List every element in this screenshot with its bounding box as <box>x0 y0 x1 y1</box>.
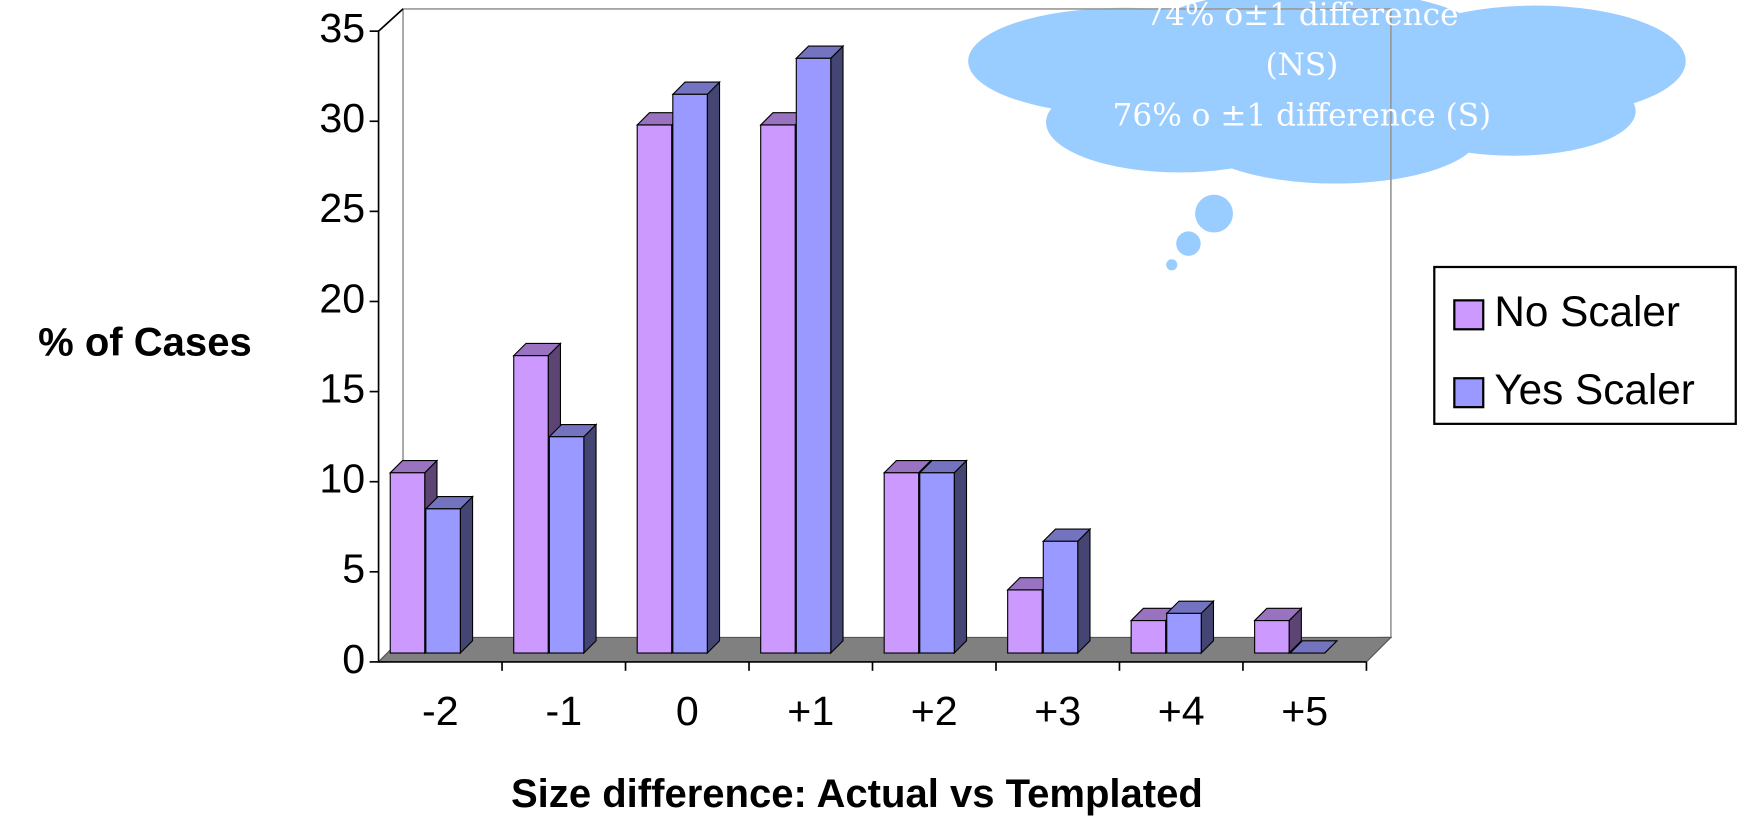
bar-side <box>1077 527 1091 655</box>
bar-front <box>548 436 585 654</box>
bar <box>1165 599 1215 655</box>
x-tick-label: +1 <box>787 688 834 734</box>
bar-side <box>583 423 597 655</box>
bar-front <box>760 124 796 654</box>
y-axis-depth <box>378 8 404 32</box>
y-tick-label: 10 <box>319 456 365 502</box>
x-axis-title: Size difference: Actual vs Templated <box>511 772 1203 816</box>
x-tick-label: +4 <box>1158 688 1205 734</box>
x-tick-label: -1 <box>545 688 582 734</box>
bar-front <box>919 472 955 654</box>
x-tick-label: +2 <box>911 688 958 734</box>
bar-front <box>636 124 673 654</box>
bar <box>1253 606 1303 655</box>
bar-front <box>389 472 426 654</box>
bar-front <box>1007 589 1043 654</box>
bar-front <box>1130 620 1167 654</box>
bar-side <box>830 44 844 655</box>
bar <box>424 495 474 655</box>
bar-side <box>706 80 721 655</box>
annotation-text: (NS) <box>1265 47 1338 83</box>
y-tick-label: 25 <box>319 185 365 231</box>
bar-front <box>513 355 549 654</box>
bar-front <box>425 508 461 654</box>
x-tick-label: +3 <box>1034 688 1081 734</box>
annotation-text: 76% o ±1 difference (S) <box>1113 97 1492 133</box>
y-tick-label: 30 <box>319 95 365 141</box>
bar-side <box>459 495 474 655</box>
x-tick-label: +5 <box>1281 688 1328 734</box>
bar-front <box>795 57 832 654</box>
legend-label: Yes Scaler <box>1494 366 1695 413</box>
legend-box <box>1433 265 1737 425</box>
x-tick-label: -2 <box>422 688 459 734</box>
bar <box>918 459 968 655</box>
legend-swatch <box>1453 377 1485 409</box>
bar-front <box>672 93 708 654</box>
bar <box>1041 527 1092 655</box>
bar-front <box>1042 540 1079 654</box>
legend-label: No Scaler <box>1494 288 1680 335</box>
y-tick-label: 5 <box>342 546 365 592</box>
annotation-text: 74% o±1 difference <box>1145 0 1458 33</box>
cloud <box>968 0 1686 271</box>
bar-front <box>883 472 920 654</box>
y-tick-label: 35 <box>319 5 365 51</box>
bar-front <box>1166 612 1202 654</box>
y-axis-title: % of Cases <box>38 320 252 364</box>
legend-swatch <box>1453 299 1485 331</box>
bar-top <box>1288 640 1339 654</box>
y-tick-label: 15 <box>319 365 365 411</box>
bar <box>671 80 721 655</box>
bar-front <box>1254 620 1290 654</box>
y-tick-label: 20 <box>319 275 365 321</box>
x-tick-label: 0 <box>676 688 699 734</box>
bar <box>547 423 598 655</box>
y-tick-label: 0 <box>342 636 365 682</box>
bar <box>1288 640 1339 654</box>
bar <box>794 44 845 655</box>
bar-side <box>953 459 968 655</box>
